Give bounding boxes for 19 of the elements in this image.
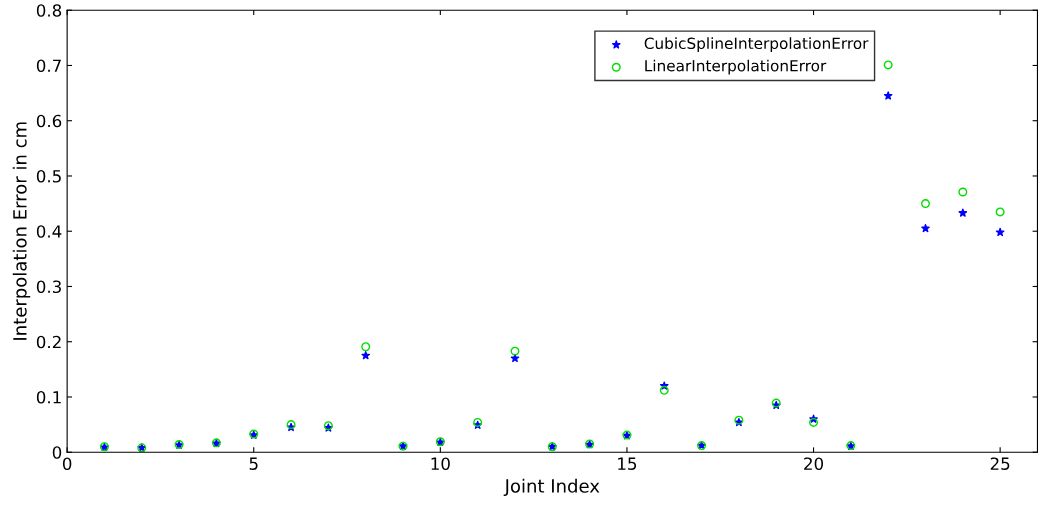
y-tick-label: 0.6 (36, 114, 62, 128)
y-tick-label: 0.8 (36, 4, 62, 17)
legend-label: CubicSplineInterpolationError (644, 37, 869, 53)
y-axis-title: Interpolation Error in cm (12, 122, 31, 340)
x-tick-label: 5 (249, 457, 258, 470)
y-tick-label: 0 (52, 446, 62, 459)
x-tick-label: 15 (618, 457, 637, 470)
y-tick-label: 0.5 (36, 169, 61, 183)
y-tick-label: 0.3 (36, 280, 61, 294)
x-axis-title: Joint Index (503, 478, 600, 497)
x-tick-label: 20 (804, 457, 824, 470)
x-tick-label: 10 (431, 457, 450, 470)
y-tick-label: 0.7 (36, 59, 61, 73)
y-tick-label: 0.2 (36, 335, 61, 349)
x-tick-label: 25 (990, 457, 1010, 470)
y-tick-label: 0.1 (36, 390, 61, 404)
legend-label: LinearInterpolationError (645, 59, 827, 75)
x-tick-label: 0 (62, 457, 72, 470)
y-tick-label: 0.4 (36, 225, 62, 238)
